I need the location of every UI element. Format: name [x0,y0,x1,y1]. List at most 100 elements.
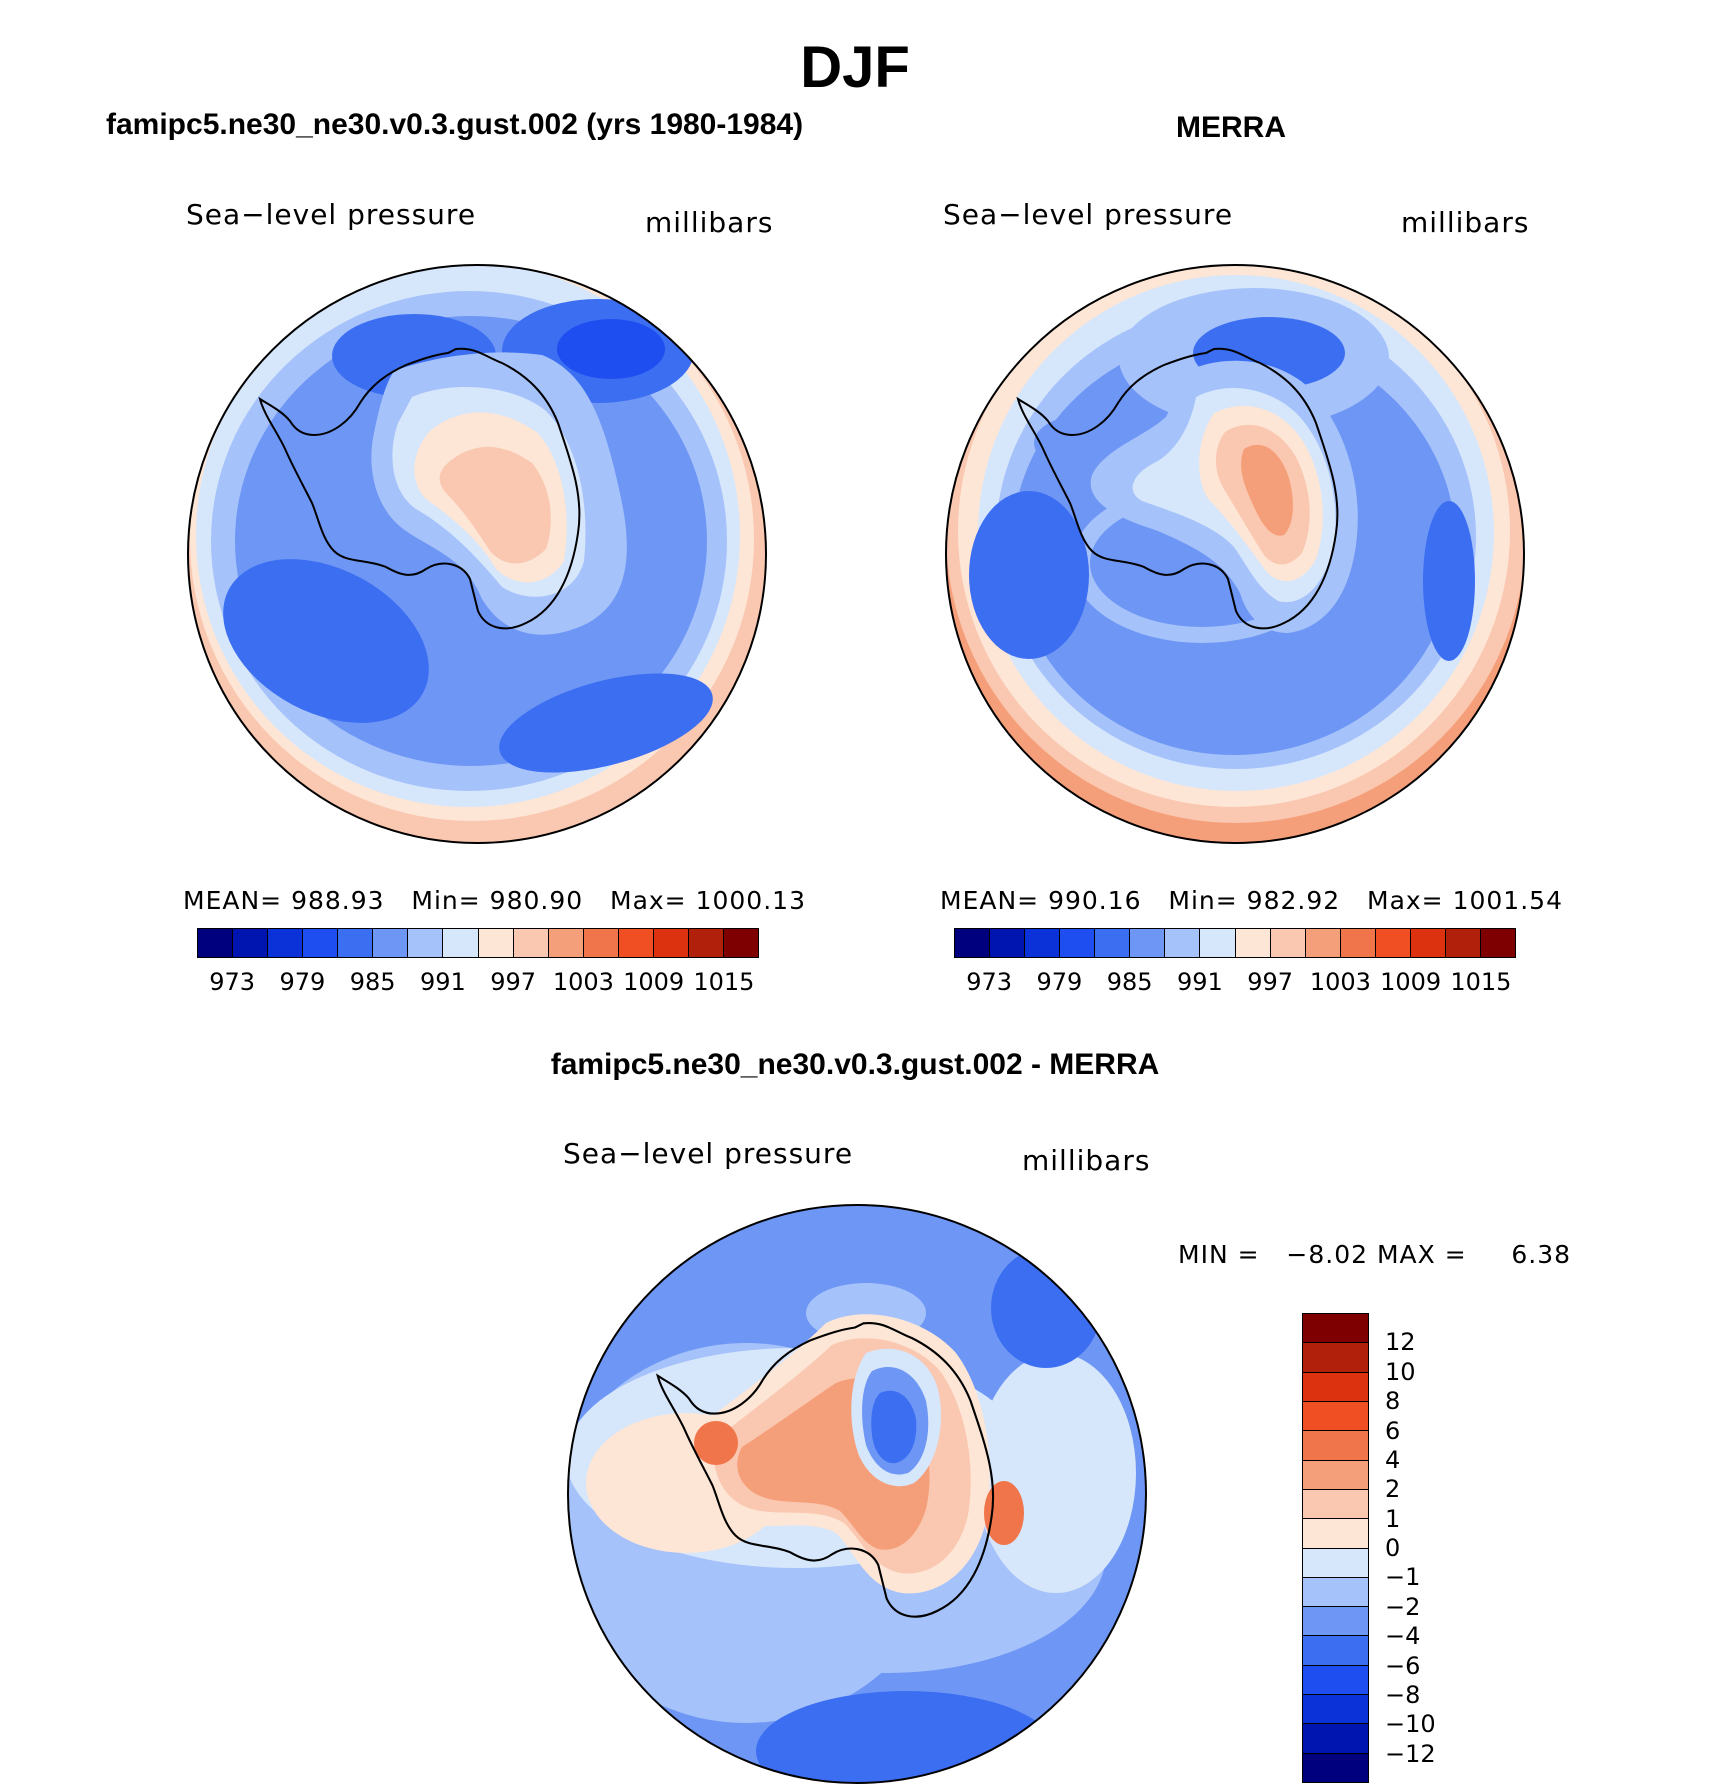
panel1-stats: MEAN= 988.93 Min= 980.90 Max= 1000.13 [183,886,806,915]
panel1-low-4 [499,673,713,773]
panel1-colorbar-swatch [723,929,758,957]
panel2-plateau-5 [1241,444,1293,536]
diff-negative-5 [871,1390,917,1464]
diff-positive-6 [984,1481,1024,1545]
panel2-colorbar-swatch [1410,929,1446,957]
panel1-colorbar-swatch [303,929,339,957]
panel1-colorbar-swatch [373,929,409,957]
panel2-colorbar-tick-label: 997 [1247,968,1294,996]
panel1-colorbar-swatch [478,929,514,957]
panel2-colorbar-swatch [1270,929,1306,957]
panel1-units-label: millibars [645,206,774,239]
panel2-min-label: Min= [1168,886,1238,915]
panel1-map-border [187,264,767,844]
panel2-low-2 [969,491,1089,659]
panel2-coastline [1016,347,1339,630]
diff-map-border [567,1204,1147,1784]
diff-colorbar-tick-label: 2 [1385,1475,1401,1504]
panel2-colorbar-swatch [1235,929,1271,957]
panel1-colorbar-tick-label: 1009 [623,968,685,996]
panel1-colorbar-tick-label: 991 [419,968,466,996]
diff-colorbar-tick-label: 4 [1385,1445,1401,1474]
panel2-max-label: Max= [1367,886,1444,915]
figure-title: DJF [800,35,910,100]
panel1-colorbar-swatch [268,929,304,957]
diff-colorbar-swatch [1303,1753,1368,1782]
diff-colorbar-tick-label: 0 [1385,1534,1401,1562]
panel2-map [945,264,1525,844]
diff-max-label: MAX = [1376,1240,1467,1269]
diff-colorbar-swatch [1303,1314,1368,1344]
panel1-plateau-4 [439,446,551,564]
panel1-low-3 [223,559,429,723]
panel1-colorbar-swatch [618,929,654,957]
panel2-colorbar [954,928,1516,958]
panel1-low-core [557,319,665,379]
panel1-colorbar-swatch [443,929,479,957]
panel2-map-border [945,264,1525,844]
diff-map [567,1204,1147,1784]
panel2-max-value: 1001.54 [1452,886,1563,915]
panel2-colorbar-swatch [1480,929,1515,957]
diff-colorbar-swatch [1303,1343,1368,1373]
panel2-mean-label: MEAN= [940,886,1040,915]
panel2-colorbar-tick-label: 973 [966,968,1013,996]
panel2-colorbar-swatch [1445,929,1481,957]
diff-colorbar-swatch [1303,1431,1368,1461]
diff-colorbar-swatch [1303,1460,1368,1490]
panel1-colorbar-tick-label: 1015 [693,968,755,996]
panel1-colorbar-swatch [653,929,689,957]
diff-colorbar [1302,1313,1369,1783]
panel2-colorbar-swatch [1025,929,1061,957]
diff-colorbar-swatch [1303,1636,1368,1666]
diff-colorbar-tick-label: −2 [1385,1592,1421,1621]
panel1-max-value: 1000.13 [695,886,806,915]
diff-colorbar-tick-label: 10 [1385,1357,1416,1386]
diff-colorbar-tick-label: −4 [1385,1622,1421,1651]
diff-colorbar-tick-label: 1 [1385,1504,1401,1533]
panel1-colorbar-swatch [338,929,374,957]
panel1-coastline [258,347,581,630]
panel2-low-3 [1423,501,1475,661]
panel2-stats: MEAN= 990.16 Min= 982.92 Max= 1001.54 [940,886,1563,915]
panel2-colorbar-tick-label: 1009 [1380,968,1442,996]
diff-min-value: −8.02 [1286,1240,1369,1269]
diff-colorbar-swatch [1303,1372,1368,1402]
diff-colorbar-swatch [1303,1577,1368,1608]
panel2-colorbar-swatch [955,929,991,957]
diff-negative-1 [991,1248,1101,1368]
panel2-colorbar-swatch [1130,929,1166,957]
panel1-colorbar-tick-label: 1003 [552,968,614,996]
panel2-mean-value: 990.16 [1048,886,1142,915]
diff-region-4 [976,1353,1136,1593]
panel1-colorbar-swatch [513,929,549,957]
panel1-title: famipc5.ne30_ne30.v0.3.gust.002 (yrs 198… [106,108,804,141]
panel1-colorbar [197,928,759,958]
diff-variable-label: Sea−level pressure [563,1137,854,1170]
panel2-colorbar-swatch [1375,929,1411,957]
panel1-colorbar-swatch [548,929,584,957]
diff-colorbar-swatch [1303,1695,1368,1725]
panel2-colorbar-tick-label: 1015 [1450,968,1512,996]
panel1-colorbar-tick-label: 979 [279,968,326,996]
diff-max-value: 6.38 [1511,1240,1572,1269]
panel2-colorbar-swatch [990,929,1026,957]
diff-colorbar-tick-label: 6 [1385,1416,1401,1445]
panel1-colorbar-swatch [583,929,619,957]
panel1-colorbar-swatch [408,929,444,957]
diff-colorbar-tick-label: −10 [1385,1710,1436,1739]
panel2-title: MERRA [1176,111,1286,144]
panel1-min-value: 980.90 [489,886,584,915]
panel1-colorbar-tick-label: 973 [209,968,256,996]
panel2-colorbar-tick-label: 985 [1106,968,1153,996]
diff-colorbar-tick-label: −1 [1385,1563,1421,1592]
panel1-map [187,264,767,844]
panel2-colorbar-tick-label: 991 [1176,968,1223,996]
diff-colorbar-swatch [1303,1724,1368,1754]
panel2-colorbar-swatch [1305,929,1341,957]
panel2-colorbar-tick-label: 1003 [1309,968,1371,996]
panel2-colorbar-swatch [1200,929,1236,957]
diff-colorbar-swatch [1303,1665,1368,1696]
diff-colorbar-tick-label: 12 [1385,1328,1416,1357]
diff-colorbar-tick-label: 8 [1385,1387,1401,1416]
